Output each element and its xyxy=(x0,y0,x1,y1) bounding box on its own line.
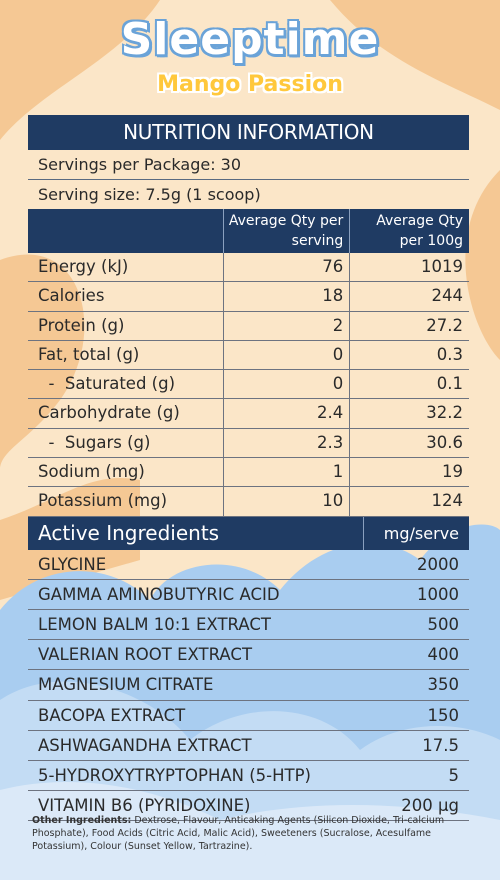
nutrient-label: Calories xyxy=(38,286,105,306)
ingredient-name: LEMON BALM 10:1 EXTRACT xyxy=(38,615,271,635)
nutrient-label: - Sugars (g) xyxy=(38,432,151,452)
column-header-per-100g: Average Qty per 100g xyxy=(349,209,469,253)
active-ingredient-row: MAGNESIUM CITRATE 350 xyxy=(28,670,469,701)
per-serving-value: 0 xyxy=(222,370,350,399)
ingredient-amount: 17.5 xyxy=(422,735,459,755)
active-ingredient-row: ASHWAGANDHA EXTRACT 17.5 xyxy=(28,731,469,761)
per-100g-value: 244 xyxy=(349,282,469,311)
ingredient-amount: 1000 xyxy=(417,584,459,604)
ingredient-name: GLYCINE xyxy=(38,554,107,574)
per-100g-value: 0.1 xyxy=(349,370,469,399)
active-ingredients-heading: Active Ingredients xyxy=(38,520,220,545)
column-header-per-serving: Average Qty per serving xyxy=(222,209,350,253)
nutrition-panel: NUTRITION INFORMATION Servings per Packa… xyxy=(28,115,469,822)
active-ingredient-row: GLYCINE 2000 xyxy=(28,550,469,580)
per-serving-value: 2.3 xyxy=(222,428,350,458)
nutrition-row: Protein (g) 2 27.2 xyxy=(28,311,469,341)
per-100g-value: 27.2 xyxy=(349,311,469,340)
ingredient-name: VALERIAN ROOT EXTRACT xyxy=(38,645,253,665)
active-ingredient-row: VITAMIN B6 (PYRIDOXINE) 200 µg xyxy=(28,791,469,822)
nutrition-row: Sodium (mg) 1 19 xyxy=(28,458,469,488)
ingredient-name: MAGNESIUM CITRATE xyxy=(38,675,214,695)
per-serving-value: 10 xyxy=(222,487,350,516)
per-100g-value: 124 xyxy=(349,487,469,516)
nutrition-row: Calories 18 244 xyxy=(28,282,469,312)
per-serving-value: 18 xyxy=(222,282,350,311)
active-ingredient-row: BACOPA EXTRACT 150 xyxy=(28,701,469,731)
ingredient-amount: 2000 xyxy=(417,554,459,574)
ingredient-amount: 400 xyxy=(427,645,460,665)
per-100g-value: 1019 xyxy=(349,253,469,282)
nutrition-heading: NUTRITION INFORMATION xyxy=(28,115,469,150)
nutrient-label: Potassium (mg) xyxy=(38,491,168,511)
nutrition-column-header: Average Qty per serving Average Qty per … xyxy=(28,209,469,253)
active-unit-heading: mg/serve xyxy=(363,516,469,550)
active-ingredient-rows: GLYCINE 2000 GAMMA AMINOBUTYRIC ACID 1000 LE… xyxy=(28,550,469,822)
nutrition-row: Potassium (mg) 10 124 xyxy=(28,487,469,517)
per-100g-value: 19 xyxy=(349,458,469,487)
active-ingredient-row: GAMMA AMINOBUTYRIC ACID 1000 xyxy=(28,580,469,611)
nutrition-row: Energy (kJ) 76 1019 xyxy=(28,253,469,283)
nutrient-label: Energy (kJ) xyxy=(38,257,129,276)
per-serving-value: 1 xyxy=(222,458,350,487)
nutrition-row: - Sugars (g) 2.3 30.6 xyxy=(28,428,469,459)
nutrient-label: Protein (g) xyxy=(38,315,125,335)
ingredient-name: BACOPA EXTRACT xyxy=(38,705,186,725)
active-ingredient-row: LEMON BALM 10:1 EXTRACT 500 xyxy=(28,610,469,641)
ingredient-amount: 5 xyxy=(448,765,460,785)
ingredient-name: VITAMIN B6 (PYRIDOXINE) xyxy=(38,796,251,816)
per-serving-value: 76 xyxy=(222,253,350,282)
nutrition-row: Carbohydrate (g) 2.4 32.2 xyxy=(28,399,469,429)
nutrient-label: - Saturated (g) xyxy=(38,374,176,394)
per-100g-value: 0.3 xyxy=(349,340,469,370)
active-ingredient-row: VALERIAN ROOT EXTRACT 400 xyxy=(28,640,469,671)
active-ingredient-row: 5-HYDROXYTRYPTOPHAN (5-HTP) 5 xyxy=(28,761,469,792)
per-serving-value: 0 xyxy=(222,340,350,370)
per-100g-value: 32.2 xyxy=(349,399,469,428)
per-100g-value: 30.6 xyxy=(349,428,469,458)
ingredient-amount: 500 xyxy=(427,615,460,635)
nutrition-row: Fat, total (g) 0 0.3 xyxy=(28,340,469,371)
servings-per-package: Servings per Package: 30 xyxy=(28,150,469,180)
product-name: Sleeptime xyxy=(120,14,380,65)
nutrient-label: Fat, total (g) xyxy=(38,344,140,364)
ingredient-name: 5-HYDROXYTRYPTOPHAN (5-HTP) xyxy=(38,765,311,785)
ingredient-amount: 150 xyxy=(427,705,460,725)
other-ingredients-label: Other Ingredients: xyxy=(32,815,132,826)
per-serving-value: 2 xyxy=(222,311,350,340)
column-header-blank xyxy=(28,209,223,253)
ingredient-name: GAMMA AMINOBUTYRIC ACID xyxy=(38,584,280,604)
ingredient-name: ASHWAGANDHA EXTRACT xyxy=(38,735,252,755)
other-ingredients: Other Ingredients: Dextrose, Flavour, An… xyxy=(32,814,472,853)
product-flavour: Mango Passion xyxy=(157,72,343,97)
other-ingredients-text: Dextrose, Flavour, Anticaking Agents (Si… xyxy=(32,815,445,852)
ingredient-amount: 350 xyxy=(427,675,460,695)
nutrition-row: - Saturated (g) 0 0.1 xyxy=(28,370,469,400)
active-ingredients-header: Active Ingredients mg/serve xyxy=(28,516,469,550)
serving-size: Serving size: 7.5g (1 scoop) xyxy=(38,185,261,204)
nutrition-rows: Energy (kJ) 76 1019 Calories 18 244 Protein (g… xyxy=(28,253,469,517)
nutrient-label: Carbohydrate (g) xyxy=(38,403,180,423)
ingredient-amount: 200 µg xyxy=(401,796,459,816)
per-serving-value: 2.4 xyxy=(222,399,350,428)
nutrient-label: Sodium (mg) xyxy=(38,462,145,482)
